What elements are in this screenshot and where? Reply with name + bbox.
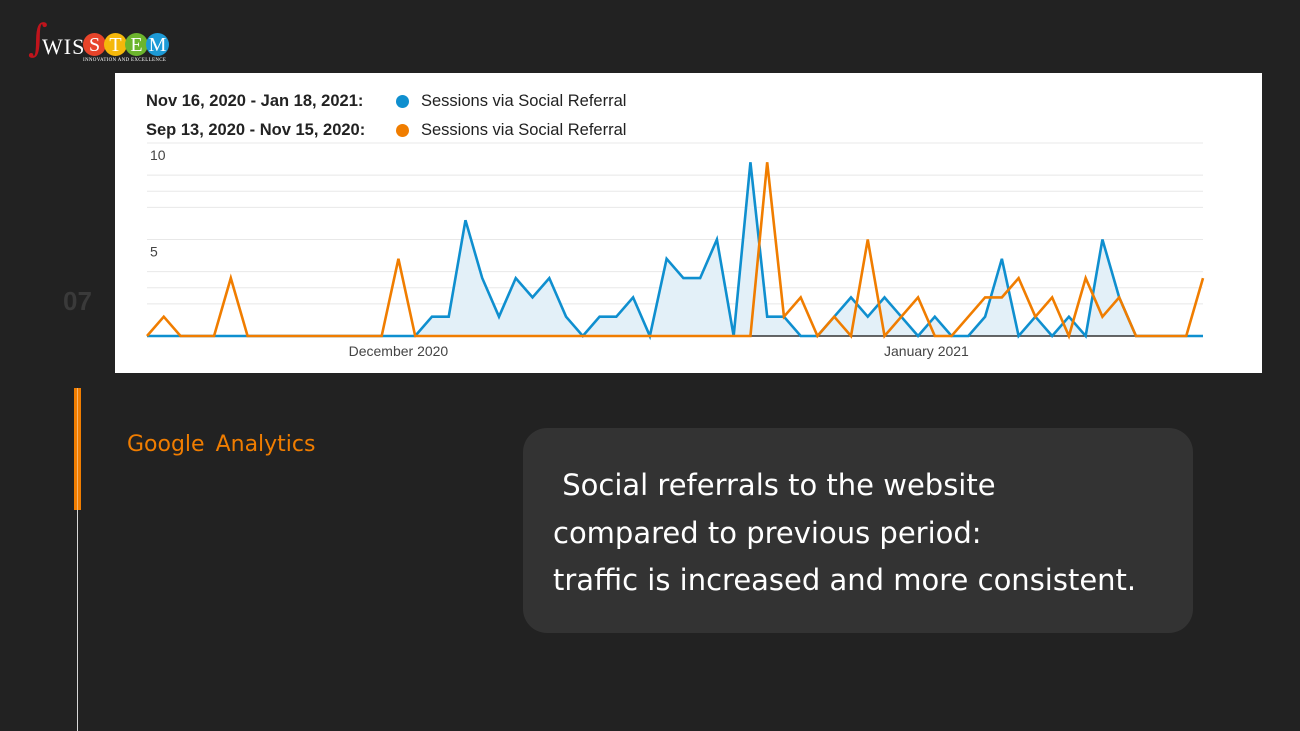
logo-letter: E [125,33,148,56]
legend-dot-icon [396,95,409,108]
sessions-line-chart: 10 5 December 2020 January 2021 [146,142,1205,359]
series-area [147,162,1203,336]
summary-text: Social referrals to the website compared… [553,468,1137,597]
logo-letter: M [146,33,169,56]
legend-label: Sessions via Social Referral [421,92,627,110]
x-tick-label: December 2020 [349,343,449,359]
logo-wis: WIS [42,34,86,59]
logo-stem: S T E M [83,33,169,56]
timeline-line [77,510,78,731]
legend-range: Sep 13, 2020 - Nov 15, 2020: [146,121,366,139]
swisstem-logo: ∫ WIS S T E M INNOVATION AND EXCELLENCE [28,16,169,66]
legend-range: Nov 16, 2020 - Jan 18, 2021: [146,92,364,110]
chart-legend: Nov 16, 2020 - Jan 18, 2021: Sessions vi… [146,87,626,145]
series-line-previous [146,162,1205,340]
logo-swoosh-icon: ∫ [28,16,48,60]
accent-bar [74,388,81,510]
slide-number: 07 [63,286,92,316]
logo-tagline: INNOVATION AND EXCELLENCE [83,58,167,63]
section-title: Google Analytics [127,432,316,457]
y-tick-label: 5 [150,244,158,260]
logo-letter: T [104,33,127,56]
y-tick-label: 10 [150,147,166,163]
legend-item-current: Nov 16, 2020 - Jan 18, 2021: Sessions vi… [146,87,626,116]
summary-card: Social referrals to the website compared… [523,428,1193,633]
analytics-chart-panel: 10 5 December 2020 January 2021 Nov 16, 202… [115,73,1262,373]
x-tick-label: January 2021 [884,343,969,359]
legend-item-previous: Sep 13, 2020 - Nov 15, 2020: Sessions vi… [146,116,626,145]
logo-letter: S [83,33,106,56]
legend-label: Sessions via Social Referral [421,121,627,139]
legend-dot-icon [396,124,409,137]
